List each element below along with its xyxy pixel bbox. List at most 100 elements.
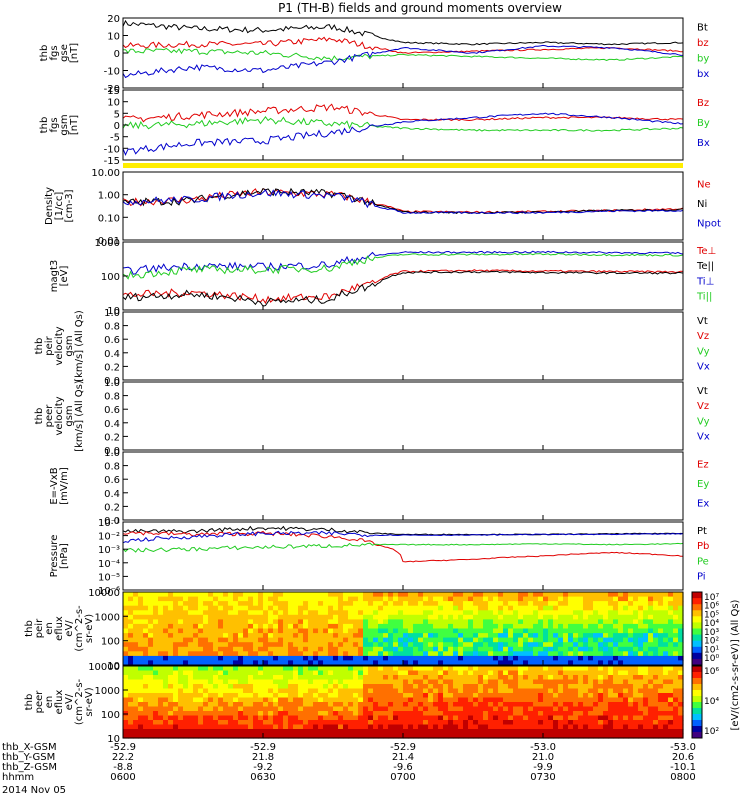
spectrogram-cell bbox=[368, 610, 374, 616]
spectrogram-cell bbox=[163, 592, 169, 598]
spectrogram-cell bbox=[388, 729, 394, 735]
spectrogram-cell bbox=[553, 619, 559, 625]
footer-value: 20.6 bbox=[672, 752, 694, 763]
spectrogram-cell bbox=[493, 623, 499, 630]
spectrogram-cell bbox=[503, 655, 509, 662]
spectrogram-cell bbox=[173, 605, 179, 611]
spectrogram-cell bbox=[338, 623, 344, 630]
spectrogram-cell bbox=[533, 633, 539, 639]
spectrogram-cell bbox=[383, 702, 389, 708]
spectrogram-cell bbox=[418, 670, 424, 676]
spectrogram-cell bbox=[168, 655, 174, 662]
spectrogram-cell bbox=[673, 633, 679, 639]
spectrogram-cell bbox=[253, 697, 259, 703]
spectrogram-cell bbox=[443, 702, 449, 708]
spectrogram-cell bbox=[353, 724, 359, 730]
spectrogram-cell bbox=[633, 706, 639, 712]
spectrogram-cell bbox=[528, 646, 534, 652]
spectrogram-cell bbox=[643, 651, 649, 657]
spectrogram-cell bbox=[393, 655, 399, 662]
spectrogram-cell bbox=[598, 610, 604, 616]
spectrogram-cell bbox=[663, 651, 669, 657]
spectrogram-cell bbox=[128, 605, 134, 611]
spectrogram-cell bbox=[443, 637, 449, 643]
spectrogram-cell bbox=[678, 666, 684, 672]
spectrogram-cell bbox=[603, 693, 609, 699]
spectrogram-cell bbox=[133, 675, 139, 681]
spectrogram-cell bbox=[383, 693, 389, 699]
spectrogram-cell bbox=[308, 623, 314, 630]
spectrogram-cell bbox=[623, 724, 629, 730]
spectrogram-cell bbox=[308, 619, 314, 625]
spectrogram-cell bbox=[418, 720, 424, 726]
spectrogram-cell bbox=[373, 679, 379, 685]
spectrogram-cell bbox=[258, 660, 264, 666]
spectrogram-cell bbox=[418, 628, 424, 634]
spectrogram-cell bbox=[638, 688, 644, 694]
spectrogram-cell bbox=[123, 651, 129, 657]
spectrogram-cell bbox=[423, 675, 429, 681]
spectrogram-cell bbox=[393, 711, 399, 717]
spectrogram-cell bbox=[673, 666, 679, 672]
spectrogram-cell bbox=[213, 601, 219, 607]
spectrogram-cell bbox=[378, 697, 384, 703]
spectrogram-cell bbox=[673, 642, 679, 648]
spectrogram-cell bbox=[343, 720, 349, 726]
spectrogram-cell bbox=[568, 733, 574, 739]
spectrogram-cell bbox=[133, 693, 139, 699]
spectrogram-cell bbox=[618, 693, 624, 699]
spectrogram-cell bbox=[568, 684, 574, 690]
y-axis-label-line: thb bbox=[34, 338, 45, 355]
spectrogram-cell bbox=[238, 729, 244, 735]
spectrogram-cell bbox=[403, 610, 409, 616]
spectrogram-cell bbox=[638, 666, 644, 672]
spectrogram-cell bbox=[538, 684, 544, 690]
spectrogram-cell bbox=[428, 633, 434, 639]
spectrogram-cell bbox=[148, 614, 154, 620]
y-tick-label: -10 bbox=[104, 67, 120, 78]
spectrogram-cell bbox=[553, 633, 559, 639]
spectrogram-cell bbox=[583, 628, 589, 634]
spectrogram-cell bbox=[243, 733, 249, 739]
colorbar: 10⁷10⁶10⁵10⁴10³10²10¹10⁰10⁶10⁴10²[eV/(cm… bbox=[691, 591, 741, 739]
spectrogram-cell bbox=[638, 724, 644, 730]
spectrogram-cell bbox=[338, 729, 344, 735]
spectrogram-cell bbox=[318, 646, 324, 652]
spectrogram-cell bbox=[183, 702, 189, 708]
spectrogram-cell bbox=[373, 702, 379, 708]
spectrogram-cell bbox=[173, 592, 179, 598]
spectrogram-cell bbox=[163, 679, 169, 685]
spectrogram-cell bbox=[618, 655, 624, 662]
spectrogram-cell bbox=[228, 675, 234, 681]
spectrogram-cell bbox=[518, 601, 524, 607]
spectrogram-cell bbox=[233, 715, 239, 721]
spectrogram-cell bbox=[453, 628, 459, 634]
spectrogram-cell bbox=[478, 642, 484, 648]
spectrogram-cell bbox=[498, 720, 504, 726]
spectrogram-cell bbox=[638, 684, 644, 690]
spectrogram-cell bbox=[283, 697, 289, 703]
spectrogram-cell bbox=[423, 637, 429, 643]
spectrogram-cell bbox=[598, 697, 604, 703]
spectrogram-cell bbox=[633, 670, 639, 676]
spectrogram-cell bbox=[293, 619, 299, 625]
spectrogram-cell bbox=[613, 715, 619, 721]
spectrogram-cell bbox=[133, 655, 139, 662]
spectrogram-cell bbox=[603, 724, 609, 730]
spectrogram-cell bbox=[313, 729, 319, 735]
spectrogram-cell bbox=[348, 715, 354, 721]
spectrogram-cell bbox=[478, 693, 484, 699]
y-axis-label: thbpeirenefluxeV/(cm^2-s-sr-eV) bbox=[24, 605, 95, 652]
spectrogram-cell bbox=[518, 697, 524, 703]
spectrogram-cell bbox=[458, 715, 464, 721]
spectrogram-cell bbox=[298, 684, 304, 690]
spectrogram-cell bbox=[553, 729, 559, 735]
spectrogram-cell bbox=[388, 684, 394, 690]
spectrogram-cell bbox=[293, 711, 299, 717]
spectrogram-cell bbox=[588, 720, 594, 726]
spectrogram-cell bbox=[498, 651, 504, 657]
spectrogram-cell bbox=[253, 679, 259, 685]
spectrogram-cell bbox=[638, 711, 644, 717]
spectrogram-cell bbox=[498, 628, 504, 634]
spectrogram-cell bbox=[473, 711, 479, 717]
